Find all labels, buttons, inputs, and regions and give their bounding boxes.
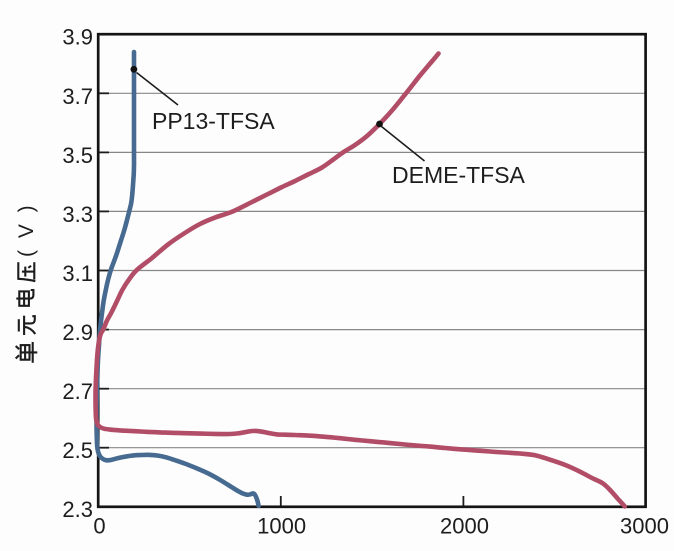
svg-text:3.3: 3.3: [62, 202, 93, 227]
svg-text:( V ): ( V ): [15, 202, 38, 257]
svg-text:2.3: 2.3: [62, 497, 93, 522]
svg-text:3.9: 3.9: [62, 25, 93, 50]
svg-text:2000: 2000: [440, 514, 489, 539]
svg-text:3.1: 3.1: [62, 261, 93, 286]
svg-text:2.7: 2.7: [62, 379, 93, 404]
svg-text:3.7: 3.7: [62, 84, 93, 109]
svg-text:DEME-TFSA: DEME-TFSA: [392, 162, 526, 188]
svg-text:0: 0: [93, 514, 105, 539]
svg-text:3000: 3000: [620, 514, 669, 539]
svg-text:1000: 1000: [257, 514, 306, 539]
svg-text:3.5: 3.5: [62, 143, 93, 168]
svg-text:PP13-TFSA: PP13-TFSA: [152, 108, 275, 134]
svg-text:2.5: 2.5: [62, 438, 93, 463]
svg-text:2.9: 2.9: [62, 320, 93, 345]
